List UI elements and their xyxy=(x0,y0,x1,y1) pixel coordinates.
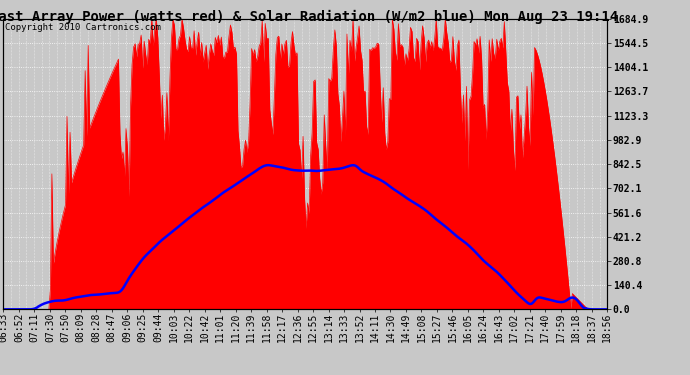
Text: Copyright 2010 Cartronics.com: Copyright 2010 Cartronics.com xyxy=(5,23,161,32)
Text: East Array Power (watts red) & Solar Radiation (W/m2 blue) Mon Aug 23 19:14: East Array Power (watts red) & Solar Rad… xyxy=(0,9,618,24)
